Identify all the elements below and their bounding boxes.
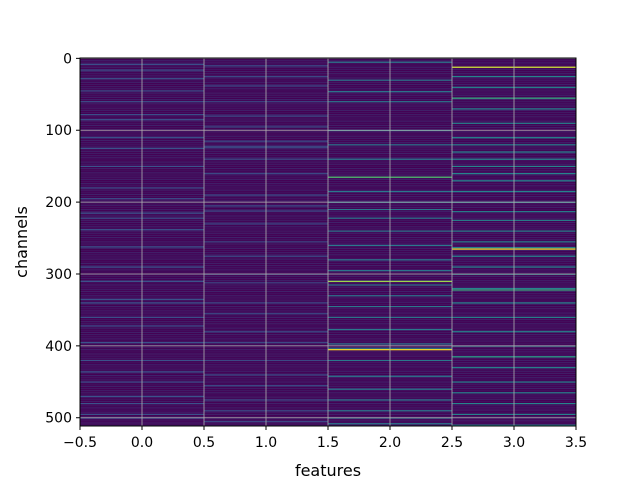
x-tick-label: 3.5 [565,435,587,451]
x-tick-label: 2.0 [379,435,401,451]
x-tick-label: 3.0 [503,435,525,451]
x-tick-label: 1.5 [317,435,339,451]
y-tick-label: 300 [45,267,72,283]
x-tick-label: 0.5 [193,435,215,451]
y-tick-label: 0 [63,51,72,67]
y-tick-label: 400 [45,339,72,355]
y-axis: 0 100 200 300 400 500 [45,51,80,427]
y-tick-label: 200 [45,195,72,211]
x-axis: −0.5 0.0 0.5 1.0 1.5 2.0 2.5 3.0 3.5 [63,426,587,451]
x-tick-label: 2.5 [441,435,463,451]
x-tick-label: 0.0 [131,435,153,451]
y-tick-label: 100 [45,123,72,139]
x-axis-label: features [295,461,361,480]
y-tick-label: 500 [45,411,72,427]
x-tick-label: 1.0 [255,435,277,451]
y-axis-label: channels [12,206,31,278]
x-tick-label: −0.5 [63,435,97,451]
grid-lines [79,57,577,426]
